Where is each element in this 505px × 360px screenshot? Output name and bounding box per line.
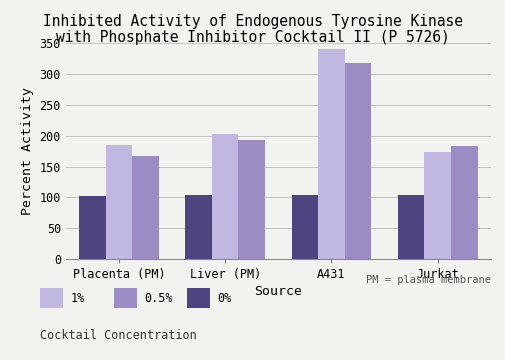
Bar xyxy=(212,134,238,259)
Bar xyxy=(424,152,450,259)
Bar xyxy=(106,145,132,259)
Text: Inhibited Activity of Endogenous Tyrosine Kinase: Inhibited Activity of Endogenous Tyrosin… xyxy=(43,14,462,29)
Bar xyxy=(185,195,212,259)
Text: PM = plasma membrane: PM = plasma membrane xyxy=(365,275,490,285)
Text: 0%: 0% xyxy=(217,292,231,305)
X-axis label: Source: Source xyxy=(254,285,301,298)
Bar xyxy=(397,195,424,259)
Bar xyxy=(132,156,159,259)
Y-axis label: Percent Activity: Percent Activity xyxy=(21,87,34,215)
Bar xyxy=(344,63,371,259)
Text: Cocktail Concentration: Cocktail Concentration xyxy=(40,329,197,342)
Bar xyxy=(291,195,318,259)
Bar xyxy=(450,146,477,259)
Text: with Phosphate Inhibitor Cocktail II (P 5726): with Phosphate Inhibitor Cocktail II (P … xyxy=(56,30,449,45)
Bar xyxy=(79,195,106,259)
Bar xyxy=(318,49,344,259)
Text: 1%: 1% xyxy=(71,292,85,305)
Text: 0.5%: 0.5% xyxy=(144,292,172,305)
Bar xyxy=(238,140,265,259)
